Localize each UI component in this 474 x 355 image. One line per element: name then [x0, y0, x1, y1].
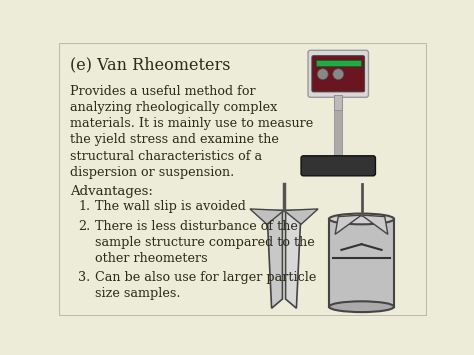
Polygon shape [362, 215, 388, 234]
Text: analyzing rheologically complex: analyzing rheologically complex [70, 101, 278, 114]
Text: other rheometers: other rheometers [95, 252, 208, 265]
Ellipse shape [329, 214, 394, 224]
Bar [334, 95, 342, 156]
Text: The wall slip is avoided: The wall slip is avoided [95, 201, 246, 213]
Text: 1.: 1. [78, 201, 90, 213]
Circle shape [333, 69, 344, 80]
Text: materials. It is mainly use to measure: materials. It is mainly use to measure [70, 117, 313, 130]
Text: Can be also use for larger particle: Can be also use for larger particle [95, 271, 317, 284]
Text: There is less disturbance of the: There is less disturbance of the [95, 220, 298, 233]
Text: Advantages:: Advantages: [70, 185, 153, 198]
Polygon shape [267, 211, 283, 308]
Text: structural characteristics of a: structural characteristics of a [70, 149, 263, 163]
FancyBboxPatch shape [301, 156, 375, 176]
Text: sample structure compared to the: sample structure compared to the [95, 236, 315, 249]
Text: 2.: 2. [78, 220, 90, 233]
Polygon shape [285, 211, 301, 308]
Text: Provides a useful method for: Provides a useful method for [70, 85, 256, 98]
Ellipse shape [329, 301, 394, 312]
FancyBboxPatch shape [308, 50, 368, 97]
Bar [334, 95, 342, 110]
Bar [316, 60, 361, 66]
Polygon shape [250, 209, 284, 224]
Text: size samples.: size samples. [95, 288, 181, 300]
Circle shape [317, 69, 328, 80]
Text: 3.: 3. [78, 271, 90, 284]
Bar [329, 219, 394, 307]
Text: the yield stress and examine the: the yield stress and examine the [70, 133, 279, 147]
Text: dispersion or suspension.: dispersion or suspension. [70, 166, 235, 179]
FancyBboxPatch shape [312, 56, 365, 92]
Polygon shape [335, 215, 362, 234]
Polygon shape [284, 209, 318, 224]
Text: (e) Van Rheometers: (e) Van Rheometers [70, 56, 231, 73]
